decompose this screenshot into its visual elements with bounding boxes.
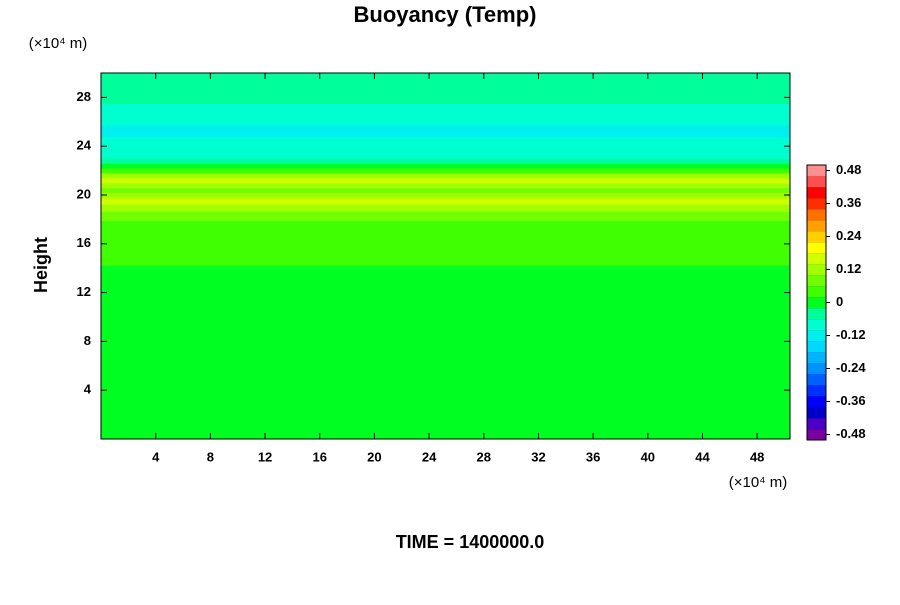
contour-band	[101, 378, 790, 403]
contour-band	[101, 163, 790, 169]
contour-band	[101, 118, 790, 126]
contour-band	[101, 265, 790, 281]
colorbar-swatch	[806, 230, 827, 243]
x-tick-label: 20	[367, 449, 381, 464]
contour-band	[101, 168, 790, 174]
contour-band	[101, 173, 790, 179]
colorbar-swatch	[806, 285, 827, 298]
x-tick-label: 4	[152, 449, 160, 464]
x-tick-label: 40	[641, 449, 655, 464]
contour-band	[101, 211, 790, 222]
contour-band	[101, 187, 790, 194]
y-tick-label: 28	[77, 89, 91, 104]
field	[101, 73, 790, 440]
colorbar-swatch	[806, 340, 827, 353]
contour-band	[101, 91, 790, 104]
contour-band	[101, 192, 790, 199]
colorbar-tick-label: -0.12	[836, 327, 866, 342]
contour-band	[101, 246, 790, 266]
y-tick-label: 16	[77, 235, 91, 250]
contour-band	[101, 103, 790, 114]
contour-band	[101, 112, 790, 120]
plot-frame	[100, 72, 791, 440]
colorbar-tick-label: -0.48	[836, 426, 866, 441]
colorbar-tick-label: 0.36	[836, 195, 861, 210]
colorbar-swatch	[806, 263, 827, 276]
colorbar-swatch	[806, 318, 827, 331]
colorbar-swatch	[806, 241, 827, 254]
colorbar-tick-label: 0.24	[836, 228, 862, 243]
y-tick-label: 12	[77, 284, 91, 299]
colorbar-swatch	[806, 329, 827, 342]
colorbar-tick-label: -0.24	[836, 360, 866, 375]
colorbar-swatch	[806, 186, 827, 199]
colorbar-swatch	[806, 395, 827, 408]
contour-band	[101, 182, 790, 189]
colorbar-swatch	[806, 208, 827, 221]
colorbar-swatch	[806, 373, 827, 386]
contour-band	[101, 148, 790, 155]
y-tick-label: 24	[77, 138, 92, 153]
contour-band	[101, 329, 790, 355]
contour-band	[101, 198, 790, 205]
contour-band	[101, 143, 790, 150]
x-tick-label: 24	[422, 449, 437, 464]
colorbar-tick-label: -0.36	[836, 393, 866, 408]
annotation: TIME = 1400000.0	[396, 532, 545, 552]
contour-band	[101, 220, 790, 233]
colorbar-swatch	[806, 252, 827, 265]
colorbar-swatch	[806, 219, 827, 232]
y-tick-label: 20	[77, 186, 91, 201]
colorbar-swatch	[806, 197, 827, 210]
x-tick-label: 16	[312, 449, 326, 464]
colorbar-tick-label: 0.12	[836, 261, 861, 276]
y-tick-label: 4	[84, 382, 92, 397]
x-tick-label: 32	[531, 449, 545, 464]
contour-band	[101, 124, 790, 132]
contour-band	[101, 177, 790, 184]
colorbar-swatch	[806, 274, 827, 287]
x-tick-label: 8	[207, 449, 214, 464]
colorbar-swatch	[806, 406, 827, 419]
contour-band	[101, 79, 790, 92]
colorbar-swatch	[806, 164, 827, 177]
x-tick-label: 28	[477, 449, 491, 464]
y-tick-label: 8	[84, 333, 91, 348]
colorbar-swatch	[806, 428, 827, 441]
x-tick-label: 48	[750, 449, 764, 464]
x-tick-label: 36	[586, 449, 600, 464]
contour-band	[101, 73, 790, 80]
contour-band	[101, 153, 790, 159]
axes: 4 8 12 16 20 24 28 32 36 40 44 48481216202428-0.48-…	[77, 72, 866, 464]
colorbar-swatch	[806, 296, 827, 309]
colorbar-swatch	[806, 384, 827, 397]
x-tick-label: 12	[258, 449, 272, 464]
colorbar-swatch	[806, 362, 827, 375]
colorbar-swatch	[806, 351, 827, 364]
contour-band	[101, 353, 790, 379]
contour-band	[101, 231, 790, 248]
contour-band	[101, 292, 790, 309]
x-unit: (×10⁴ m)	[729, 474, 788, 491]
contour-band	[101, 204, 790, 212]
colorbar-swatch	[806, 307, 827, 320]
chart-title: Buoyancy (Temp)	[354, 2, 537, 27]
colorbar-tick-label: 0	[836, 294, 843, 309]
colorbar-swatch	[806, 417, 827, 430]
x-tick-label: 44	[695, 449, 710, 464]
contour-band	[101, 307, 790, 330]
colorbar-tick-label: 0.48	[836, 162, 861, 177]
colorbar-swatch	[806, 175, 827, 188]
contour-band	[101, 130, 790, 138]
contour-band	[101, 426, 790, 440]
contour-band	[101, 158, 790, 164]
contour-band	[101, 402, 790, 428]
contour-band	[101, 137, 790, 144]
y-unit: (×10⁴ m)	[29, 35, 88, 52]
contour-band	[101, 280, 790, 294]
y-axis-label: Height	[31, 237, 51, 293]
